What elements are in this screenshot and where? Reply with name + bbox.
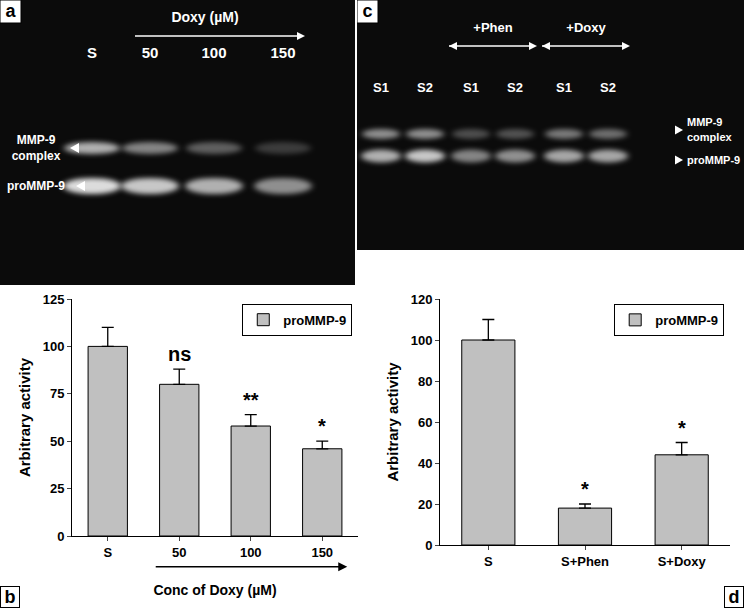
svg-text:*: * xyxy=(678,417,686,439)
svg-text:25: 25 xyxy=(50,481,64,496)
svg-text:c: c xyxy=(362,1,372,21)
svg-text:**: ** xyxy=(243,389,259,411)
svg-text:MMP-9: MMP-9 xyxy=(17,133,56,147)
svg-text:S: S xyxy=(87,44,97,61)
svg-text:S: S xyxy=(103,545,112,560)
svg-text:S+Phen: S+Phen xyxy=(561,554,609,569)
svg-text:S2: S2 xyxy=(417,80,433,95)
svg-text:0: 0 xyxy=(425,538,432,553)
html-text:b: b xyxy=(4,587,16,607)
svg-text:proMMP-9: proMMP-9 xyxy=(655,313,718,328)
svg-text:proMMP-9: proMMP-9 xyxy=(7,179,65,193)
svg-text:Arbitrary activity: Arbitrary activity xyxy=(16,357,33,477)
svg-text:complex: complex xyxy=(687,131,733,143)
svg-text:50: 50 xyxy=(142,44,159,61)
svg-text:20: 20 xyxy=(418,497,432,512)
svg-text:MMP-9: MMP-9 xyxy=(687,116,722,128)
svg-text:100: 100 xyxy=(201,44,226,61)
html-text:d: d xyxy=(728,587,740,607)
svg-text:120: 120 xyxy=(411,292,433,307)
svg-text:+Doxy: +Doxy xyxy=(566,20,606,35)
svg-text:S1: S1 xyxy=(556,80,572,95)
svg-text:ns: ns xyxy=(168,343,191,365)
svg-text:a: a xyxy=(5,1,16,21)
svg-text:100: 100 xyxy=(411,333,433,348)
svg-text:S1: S1 xyxy=(463,80,479,95)
svg-text:S2: S2 xyxy=(600,80,616,95)
svg-text:S+Doxy: S+Doxy xyxy=(658,554,707,569)
svg-text:proMMP-9: proMMP-9 xyxy=(283,313,346,328)
svg-text:0: 0 xyxy=(57,529,64,544)
svg-text:80: 80 xyxy=(418,374,432,389)
svg-text:S: S xyxy=(484,554,493,569)
svg-text:S1: S1 xyxy=(373,80,389,95)
svg-text:50: 50 xyxy=(172,545,186,560)
svg-text:S2: S2 xyxy=(507,80,523,95)
svg-text:Arbitrary activity: Arbitrary activity xyxy=(384,362,401,482)
svg-text:150: 150 xyxy=(270,44,295,61)
svg-text:Conc of Doxy (µM): Conc of Doxy (µM) xyxy=(153,582,276,598)
svg-text:50: 50 xyxy=(50,434,64,449)
svg-text:proMMP-9: proMMP-9 xyxy=(687,154,740,166)
svg-text:40: 40 xyxy=(418,456,432,471)
svg-text:100: 100 xyxy=(43,339,65,354)
svg-text:100: 100 xyxy=(240,545,262,560)
svg-text:150: 150 xyxy=(311,545,333,560)
svg-text:*: * xyxy=(318,415,326,437)
svg-text:75: 75 xyxy=(50,386,64,401)
svg-text:Doxy (µM): Doxy (µM) xyxy=(171,9,238,25)
svg-text:complex: complex xyxy=(12,149,61,163)
svg-text:*: * xyxy=(581,478,589,500)
svg-text:60: 60 xyxy=(418,415,432,430)
svg-text:+Phen: +Phen xyxy=(473,20,512,35)
svg-text:125: 125 xyxy=(43,292,65,307)
